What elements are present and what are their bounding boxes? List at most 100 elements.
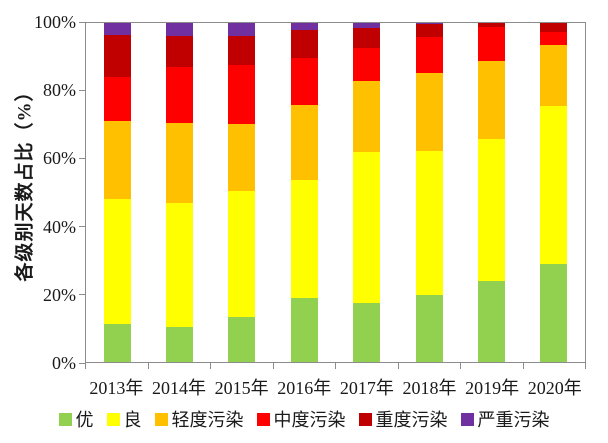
x-axis-label: 2019年 [465,378,520,398]
bar-segment [540,45,568,107]
bar-segment [415,36,443,74]
legend-label: 重度污染 [375,410,448,430]
bar-segment [228,191,256,317]
bar-slot [273,23,335,362]
bar-segment [103,198,131,325]
stacked-bar [415,23,443,362]
bar-segment [166,326,194,362]
bar-segment [540,106,568,264]
bar-segment [290,180,318,298]
x-tick-mark [522,363,524,369]
stacked-bar [228,23,256,362]
x-axis-label: 2015年 [214,378,269,398]
bar-segment [166,35,194,68]
legend-label: 轻度污染 [171,410,244,430]
y-tick-label: 40% [43,216,76,237]
x-tick-mark [397,363,399,369]
y-tick-mark [79,21,85,23]
bar-segment [353,151,381,303]
bar-segment [103,35,131,77]
bar-segment [415,295,443,362]
bar-segment [540,263,568,362]
legend-swatch [58,412,72,426]
legend-swatch [106,412,120,426]
bar-segment [290,23,318,30]
x-tick-mark [85,363,86,369]
bar-segment [415,151,443,296]
bar-segment [166,23,194,36]
bar-slot [211,23,273,362]
bar-segment [228,35,256,66]
bar-segment [353,23,381,28]
stacked-bar [290,23,318,362]
bar-slot [460,23,522,362]
x-axis-label: 2020年 [527,378,582,398]
legend-swatch [358,412,372,426]
legend-item: 重度污染 [358,406,448,432]
legend-swatch [154,412,168,426]
x-axis-label: 2018年 [402,378,457,398]
y-tick-label: 0% [52,353,76,373]
y-tick-label: 80% [43,80,76,101]
bar-slot [336,23,398,362]
bar-slot [148,23,210,362]
x-tick-mark [460,363,461,369]
y-tick-mark [79,89,85,91]
bar-slot [523,23,585,362]
bar-segment [103,23,131,36]
y-tick-mark [79,362,85,364]
x-tick-mark [210,363,211,369]
bar-segment [228,124,256,192]
bar-segment [166,202,194,327]
bar-segment [477,23,505,27]
bar-segment [290,57,318,106]
x-axis-label: 2014年 [151,378,206,398]
bar-segment [228,316,256,362]
chart-legend: 优 良 轻度污染 中度污染 重度污染 严重污染 [0,406,608,432]
legend-label: 中度污染 [273,410,346,430]
plot-area [85,22,586,363]
legend-item: 优 [58,406,94,432]
bar-segment [353,27,381,49]
bar-segment [166,122,194,203]
stacked-bar [166,23,194,362]
x-tick-mark [585,363,586,369]
bar-slot [86,23,148,362]
bar-segment [540,23,568,33]
y-tick-label: 60% [43,148,76,169]
x-axis-labels: 2013年 2014年 2015年 2016年 2017年 2018年 2019年 2020年 [85,374,586,400]
legend-label: 良 [123,410,142,430]
legend-item: 严重污染 [460,406,550,432]
y-tick-mark [79,157,85,159]
legend-item: 中度污染 [256,406,346,432]
legend-swatch [460,412,474,426]
bar-segment [290,105,318,181]
legend-label: 优 [75,410,94,430]
bar-segment [415,23,443,25]
y-tick-label: 100% [34,12,76,32]
legend-item: 轻度污染 [154,406,244,432]
bar-segment [540,32,568,46]
bar-segment [103,120,131,199]
bar-segment [228,65,256,125]
y-tick-mark [79,226,85,228]
y-axis-title: 各级别天数占比（%） [14,81,36,282]
stacked-bar [540,23,568,362]
bar-segment [353,80,381,152]
bar-segment [477,138,505,282]
x-axis-label: 2013年 [89,378,144,398]
stacked-bar [353,23,381,362]
bar-segment [353,48,381,81]
stacked-bar [103,23,131,362]
bar-segment [415,73,443,152]
bar-segment [353,302,381,362]
bar-segment [477,26,505,61]
legend-item: 良 [106,406,142,432]
bar-segment [477,281,505,362]
x-axis-label: 2016年 [277,378,332,398]
bar-segment [290,29,318,58]
bar-segment [103,324,131,362]
bar-segment [228,23,256,36]
bar-segment [290,297,318,362]
